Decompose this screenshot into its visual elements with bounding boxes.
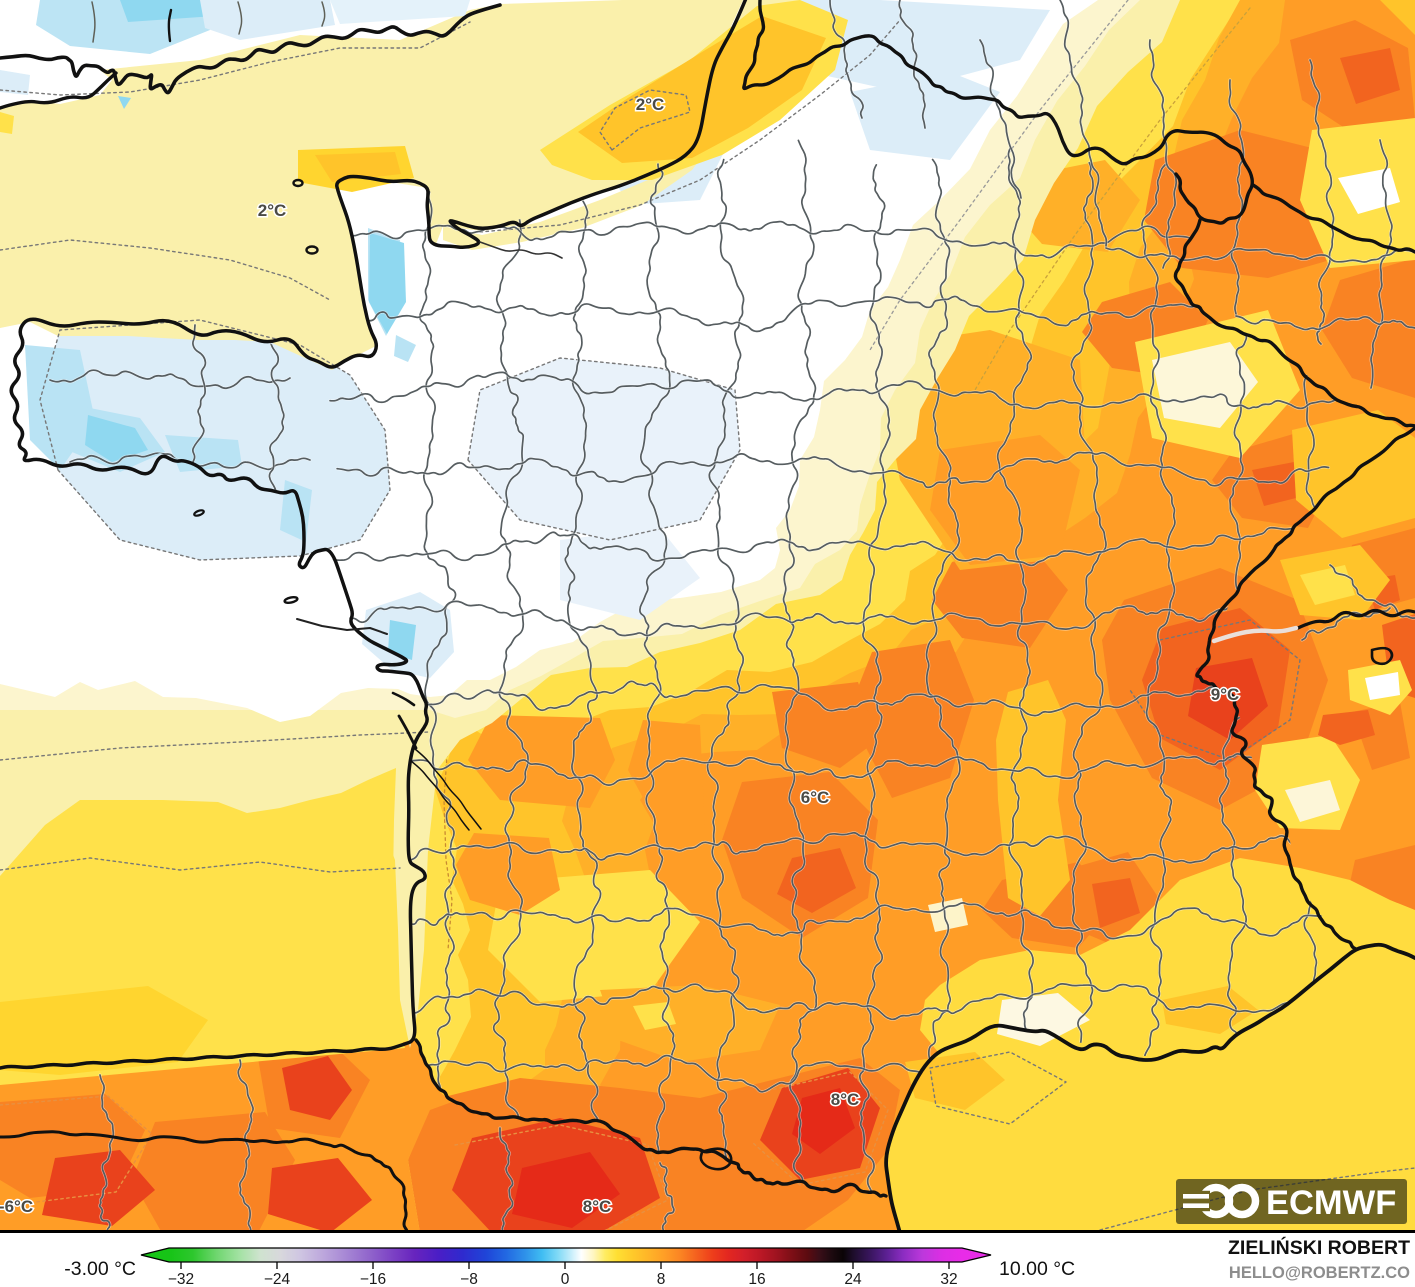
svg-text:32: 32 [940,1271,957,1287]
svg-text:-6°C: -6°C [0,1197,33,1216]
svg-text:10.00 °C: 10.00 °C [999,1258,1075,1280]
svg-text:HELLO@ROBERTZ.CO: HELLO@ROBERTZ.CO [1229,1264,1410,1282]
svg-text:ECMWF: ECMWF [1266,1184,1396,1222]
svg-text:−16: −16 [360,1271,386,1287]
svg-text:2°C: 2°C [258,201,287,220]
svg-text:0: 0 [561,1271,570,1287]
svg-text:ZIELIŃSKI ROBERT: ZIELIŃSKI ROBERT [1228,1236,1410,1259]
svg-text:-3.00 °C: -3.00 °C [64,1258,136,1280]
svg-text:6°C: 6°C [801,788,830,807]
svg-text:8°C: 8°C [583,1197,612,1216]
svg-text:−32: −32 [168,1271,194,1287]
svg-text:2°C: 2°C [636,95,665,114]
svg-text:16: 16 [748,1271,765,1287]
svg-text:−24: −24 [264,1271,291,1287]
svg-text:−8: −8 [460,1271,478,1287]
svg-text:24: 24 [844,1271,862,1287]
svg-text:8: 8 [657,1271,666,1287]
svg-text:9°C: 9°C [1211,685,1240,704]
svg-text:8°C: 8°C [831,1090,860,1109]
